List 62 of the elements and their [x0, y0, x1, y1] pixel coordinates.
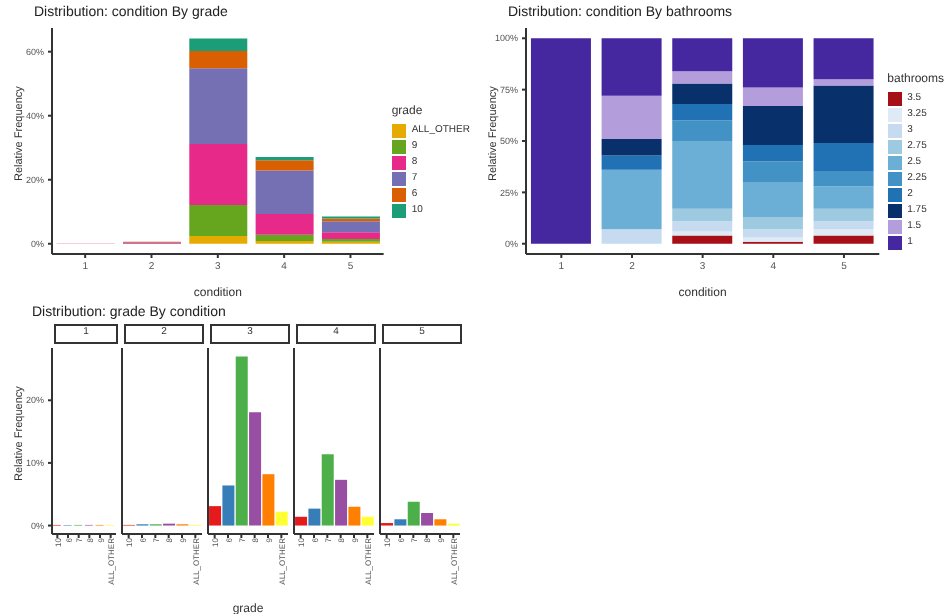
bar [321, 232, 380, 239]
bar [255, 160, 314, 171]
bar [742, 106, 803, 146]
bar [813, 171, 874, 187]
bar [672, 221, 733, 232]
bar [255, 234, 314, 241]
bar [255, 170, 314, 214]
bar [672, 83, 733, 105]
bar [348, 506, 361, 526]
bar [235, 356, 248, 526]
bar [813, 221, 874, 230]
bar [222, 485, 235, 526]
bar [601, 95, 662, 139]
bar [321, 221, 380, 233]
bar [813, 208, 874, 222]
bar [813, 85, 874, 144]
bar [189, 51, 248, 69]
bar [813, 38, 874, 80]
bar [421, 513, 434, 526]
bar [813, 235, 874, 244]
bar [262, 474, 275, 526]
bar [601, 155, 662, 170]
bar [601, 169, 662, 230]
bar [742, 182, 803, 218]
bar [189, 68, 248, 144]
bar [601, 229, 662, 244]
bar [813, 186, 874, 209]
bar [255, 213, 314, 235]
bar [672, 208, 733, 222]
bar [601, 38, 662, 96]
bar [209, 506, 222, 526]
bar [275, 511, 288, 526]
bar [189, 205, 248, 237]
bar [530, 38, 591, 244]
bar [407, 501, 420, 526]
bar [361, 516, 374, 526]
bar [189, 143, 248, 206]
bar [601, 138, 662, 156]
bar [672, 71, 733, 84]
bar [394, 519, 407, 526]
bar [672, 235, 733, 244]
bar [742, 87, 803, 107]
bar [672, 104, 733, 121]
bar [813, 143, 874, 172]
bar [742, 145, 803, 162]
bar [742, 229, 803, 238]
bar [308, 508, 321, 526]
bar [742, 161, 803, 183]
bar [672, 38, 733, 72]
bar [321, 454, 334, 526]
bar [672, 141, 733, 209]
bar [434, 519, 447, 526]
bar [672, 120, 733, 141]
bar [295, 516, 308, 526]
bar [335, 479, 348, 526]
bar [742, 217, 803, 230]
bar [813, 79, 874, 86]
bar [742, 38, 803, 88]
bar [249, 412, 262, 526]
bar [189, 236, 248, 244]
bar [189, 38, 248, 52]
bar [813, 229, 874, 236]
